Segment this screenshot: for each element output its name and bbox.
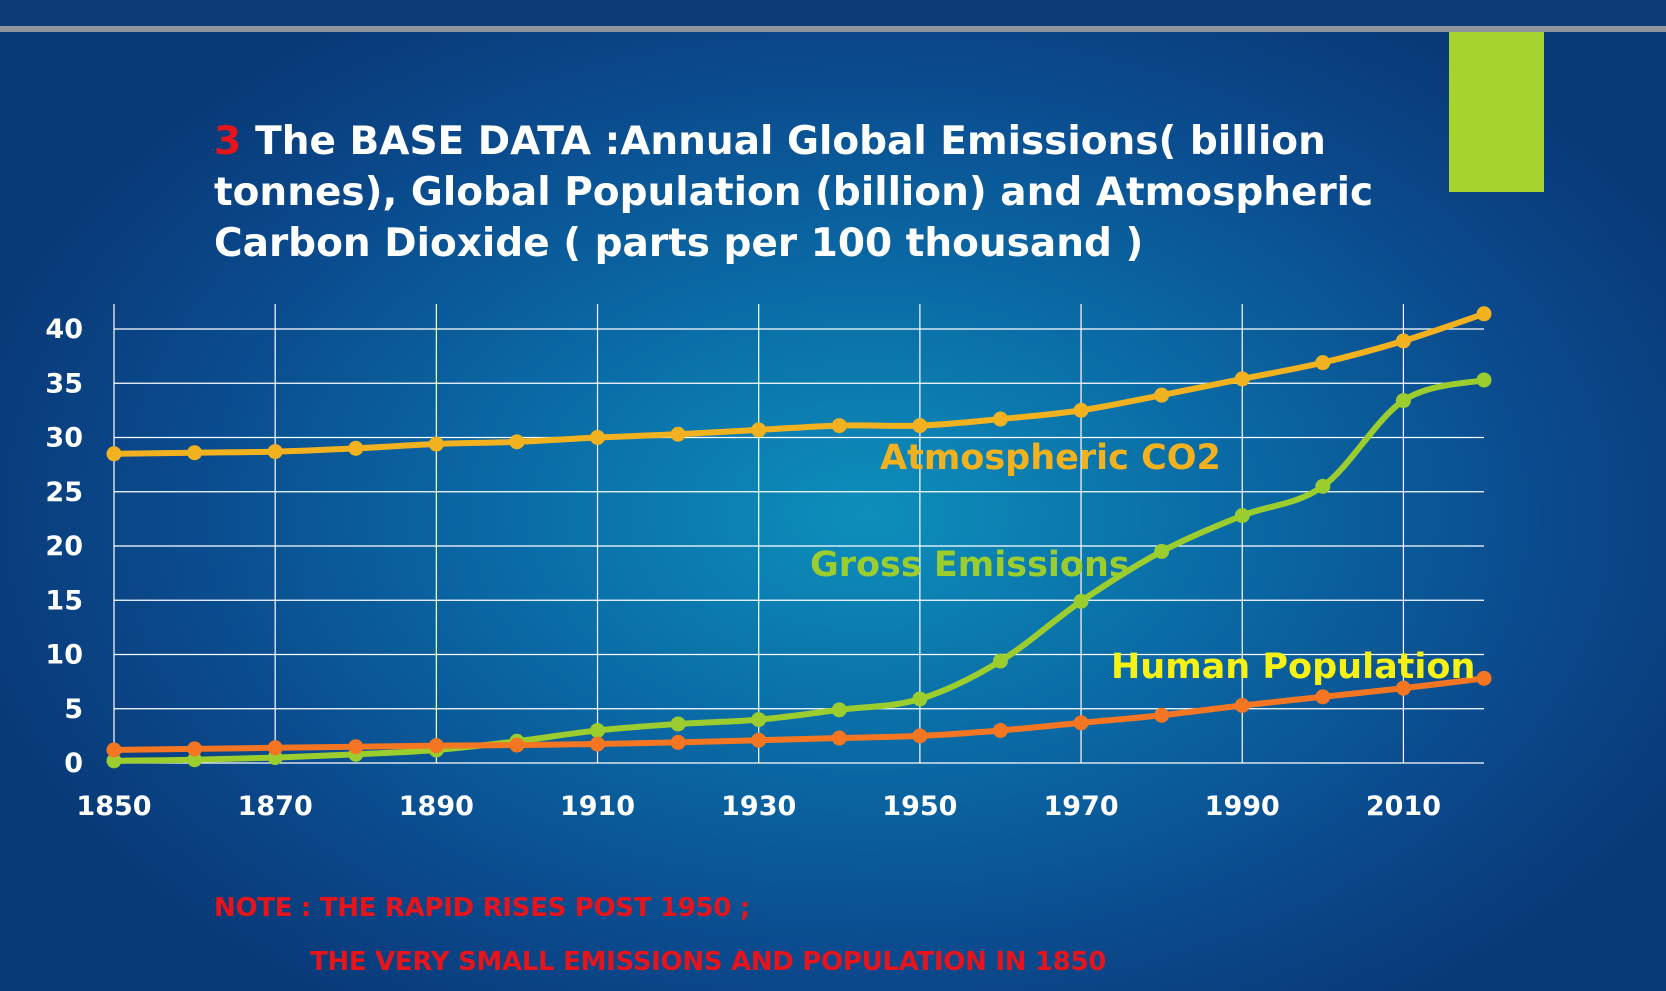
data-point-population: [267, 740, 283, 756]
x-tick-label: 1910: [560, 791, 635, 822]
data-point-co2: [267, 444, 283, 460]
data-point-population: [428, 738, 444, 754]
note-line-2: THE VERY SMALL EMISSIONS AND POPULATION …: [310, 947, 1107, 977]
accent-block: [1449, 32, 1544, 192]
chart-grid: [113, 304, 1484, 764]
data-point-emissions: [831, 702, 847, 718]
data-point-emissions: [1073, 593, 1089, 609]
y-tick-label: 10: [45, 640, 83, 671]
chart-points: [106, 306, 1492, 769]
data-point-co2: [992, 411, 1008, 427]
data-point-co2: [1154, 387, 1170, 403]
data-point-population: [590, 736, 606, 752]
data-point-co2: [428, 436, 444, 452]
data-point-emissions: [590, 722, 606, 738]
x-tick-label: 1970: [1043, 791, 1118, 822]
data-point-co2: [187, 445, 203, 461]
data-point-population: [1154, 707, 1170, 723]
line-chart: 0 5 10 15 20 25 30 35 40 1850 1870 1890 1910 1930 1950…: [45, 304, 1492, 822]
x-tick-label: 1890: [399, 791, 474, 822]
chart-tick-labels: 0 5 10 15 20 25 30 35 40 1850 1870 1890 1910 1930 1950…: [45, 314, 1441, 822]
note-line-1: NOTE : THE RAPID RISES POST 1950 ;: [214, 893, 750, 923]
data-point-population: [1315, 689, 1331, 705]
data-point-emissions: [1315, 478, 1331, 494]
data-point-co2: [1395, 333, 1411, 349]
series-label-population: Human Population: [1111, 647, 1475, 687]
y-tick-label: 5: [64, 694, 83, 725]
chart-lines: [111, 310, 1487, 764]
y-tick-label: 30: [45, 423, 83, 454]
data-point-co2: [670, 426, 686, 442]
data-point-population: [1234, 697, 1250, 713]
data-point-population: [992, 722, 1008, 738]
data-point-emissions: [751, 712, 767, 728]
y-tick-label: 40: [45, 314, 83, 345]
y-tick-label: 20: [45, 531, 83, 562]
data-point-co2: [831, 418, 847, 434]
data-point-co2: [1315, 355, 1331, 371]
data-point-population: [1476, 670, 1492, 686]
y-tick-label: 15: [45, 585, 83, 616]
slide-title-text: The BASE DATA :Annual Global Emissions( …: [214, 119, 1374, 266]
data-point-co2: [106, 446, 122, 462]
data-point-emissions: [1234, 508, 1250, 524]
data-point-co2: [348, 440, 364, 456]
y-tick-label: 0: [64, 748, 83, 779]
slide-number: 3: [214, 119, 242, 164]
data-point-co2: [912, 418, 928, 434]
data-point-co2: [1073, 402, 1089, 418]
y-tick-label: 25: [45, 477, 83, 508]
top-rule: [0, 26, 1666, 32]
data-point-population: [509, 737, 525, 753]
x-tick-label: 1950: [882, 791, 957, 822]
x-tick-label: 1870: [238, 791, 313, 822]
data-point-co2: [590, 430, 606, 445]
series-label-co2: Atmospheric CO2: [880, 438, 1221, 478]
data-point-population: [670, 734, 686, 750]
data-point-co2: [1476, 306, 1492, 322]
x-tick-label: 1990: [1205, 791, 1280, 822]
data-point-co2: [751, 422, 767, 438]
x-tick-label: 1850: [76, 791, 151, 822]
data-point-emissions: [1476, 372, 1492, 388]
data-point-population: [1073, 715, 1089, 731]
data-point-population: [912, 728, 928, 744]
x-tick-label: 2010: [1366, 791, 1441, 822]
data-point-co2: [509, 434, 525, 450]
series-label-emissions: Gross Emissions: [810, 545, 1130, 585]
data-point-population: [751, 732, 767, 748]
data-point-population: [106, 742, 122, 758]
data-point-population: [831, 730, 847, 746]
data-point-population: [187, 741, 203, 757]
slide-title: 3 The BASE DATA :Annual Global Emissions(…: [214, 116, 1444, 269]
top-band: [0, 0, 1666, 26]
data-point-emissions: [1395, 393, 1411, 409]
data-point-emissions: [912, 691, 928, 707]
data-point-population: [1395, 680, 1411, 696]
data-point-emissions: [992, 653, 1008, 669]
x-tick-label: 1930: [721, 791, 796, 822]
y-tick-label: 35: [45, 368, 83, 399]
data-point-emissions: [670, 716, 686, 732]
data-point-emissions: [1154, 543, 1170, 559]
data-point-co2: [1234, 371, 1250, 387]
data-point-population: [348, 739, 364, 755]
data-point-emissions: [106, 753, 122, 769]
data-point-emissions: [187, 752, 203, 768]
